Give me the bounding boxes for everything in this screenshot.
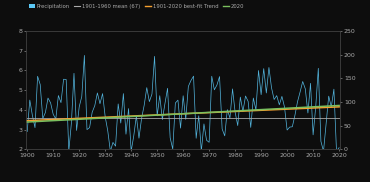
Legend: Precipitation, 1901-1960 mean (67), 1901-2020 best-fit Trend, 2020: Precipitation, 1901-1960 mean (67), 1901… <box>28 4 245 9</box>
